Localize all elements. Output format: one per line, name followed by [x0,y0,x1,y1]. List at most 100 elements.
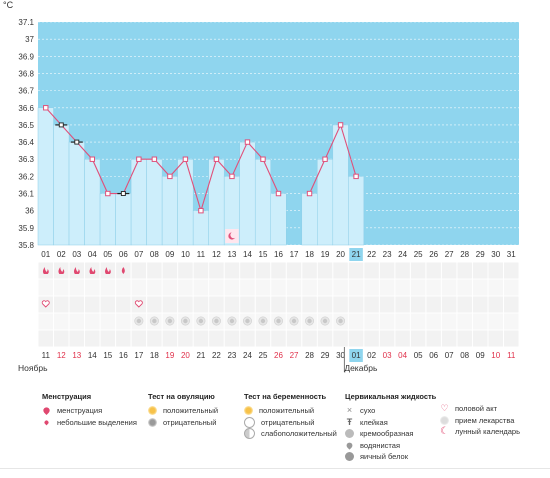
cycle-day-label: 04 [88,250,97,259]
symptom-cell [333,262,348,279]
temperature-bar [146,158,163,246]
cycle-day-label: 30 [491,250,500,259]
symptom-cell [193,330,209,347]
temperature-point [58,122,64,128]
temperature-bar [37,107,54,246]
menstruation-icon [73,267,80,274]
symptom-cell [162,279,178,296]
calendar-date-label: 02 [367,351,376,360]
symptom-cell [85,296,100,313]
symptom-cell [488,279,503,296]
symptom-cell [38,330,54,347]
calendar-date-label: 01 [352,351,361,360]
pill-icon-core [338,318,343,324]
symptom-cell [472,330,488,347]
y-tick-label: 35.8 [18,241,34,250]
symptom-cell [240,330,255,347]
symptom-cell [348,262,364,279]
cycle-day-label: 13 [227,250,236,259]
x-icon: × [346,405,353,416]
egg-icon [345,452,354,462]
calendar-date-label: 29 [321,351,330,360]
symptom-cell [286,262,302,279]
cycle-day-label: 11 [197,250,206,259]
symptom-cell [317,330,333,347]
cycle-day-label: 23 [383,250,392,259]
symptom-cell [286,330,302,347]
calendar-date-label: 16 [119,351,128,360]
temperature-point [244,139,251,145]
temperature-point [136,156,142,162]
symptom-cell [426,279,441,296]
symptom-cell [395,279,410,296]
symptom-cell [364,279,379,296]
legend-label: прием лекарства [455,415,515,425]
symptom-cell [379,279,395,296]
symptom-cell [271,279,286,296]
symptom-cell [38,313,54,330]
symptom-cell [457,279,472,296]
temperature-point [229,173,235,180]
month-label: Ноябрь [18,363,48,373]
y-tick-label: 36.6 [18,104,34,113]
calendar-date-label: 25 [259,351,268,360]
y-tick-label: 36.2 [18,172,34,181]
temperature-point [306,190,313,197]
cycle-day-label: 06 [119,250,128,259]
symptom-cell [147,262,162,279]
symptom-cell [69,296,85,313]
symptom-cell [503,313,519,330]
symptom-cell [209,262,224,279]
small-drop-icon [43,419,50,426]
symptom-cell [441,296,457,313]
cycle-day-label: 12 [212,250,221,259]
symptom-cell [54,279,69,296]
symptom-cell [410,330,426,347]
symptom-cell [85,330,100,347]
symptom-cell [286,296,302,313]
symptom-cell [131,330,147,347]
legend-menstruation: Менструация менструация небольшие выделе… [42,392,137,428]
temperature-point [198,207,204,214]
symptom-cell [348,279,364,296]
legend-label: лунный календарь [455,427,521,437]
temperature-point [43,105,49,111]
legend-pregnancy: Тест на беременность положительный отриц… [244,392,337,440]
symptom-cell [240,262,255,279]
cycle-day-label: 17 [290,250,299,259]
legend-label: водянистая [360,440,401,450]
y-tick-label: 36.1 [18,190,34,199]
calendar-date-label: 11 [507,351,516,360]
symptom-cell [472,313,488,330]
cycle-day-label: 28 [460,250,469,259]
symptom-cell [54,313,69,330]
t-icon: Ŧ [346,416,353,427]
calendar-date-label: 06 [429,351,438,360]
symptom-cell [240,279,255,296]
symptom-cell [224,330,240,347]
bottom-divider [0,468,550,469]
moon-icon-mask [230,231,237,239]
y-tick-label: 36.5 [18,121,34,130]
symptom-cell [224,262,240,279]
temperature-point [74,139,80,145]
calendar-date-label: 08 [460,351,469,360]
temperature-bar [161,176,178,246]
legend-label: отрицательный [261,417,315,427]
symptom-cell [147,296,162,313]
symptom-cell [457,262,472,279]
calendar-date-label: 19 [165,351,174,360]
pill-icon-core [214,318,219,324]
menstruation-icon [89,267,96,274]
cycle-day-label: 07 [134,250,143,259]
symptom-cell [69,279,85,296]
symptom-cell [255,279,271,296]
cycle-day-label: 08 [150,250,159,259]
cycle-day-label: 20 [336,250,345,259]
calendar-date-label: 23 [227,351,236,360]
heart-icon [41,300,50,308]
symptom-cell [255,296,271,313]
gray-drop-icon [345,441,354,450]
symptom-cell [410,296,426,313]
